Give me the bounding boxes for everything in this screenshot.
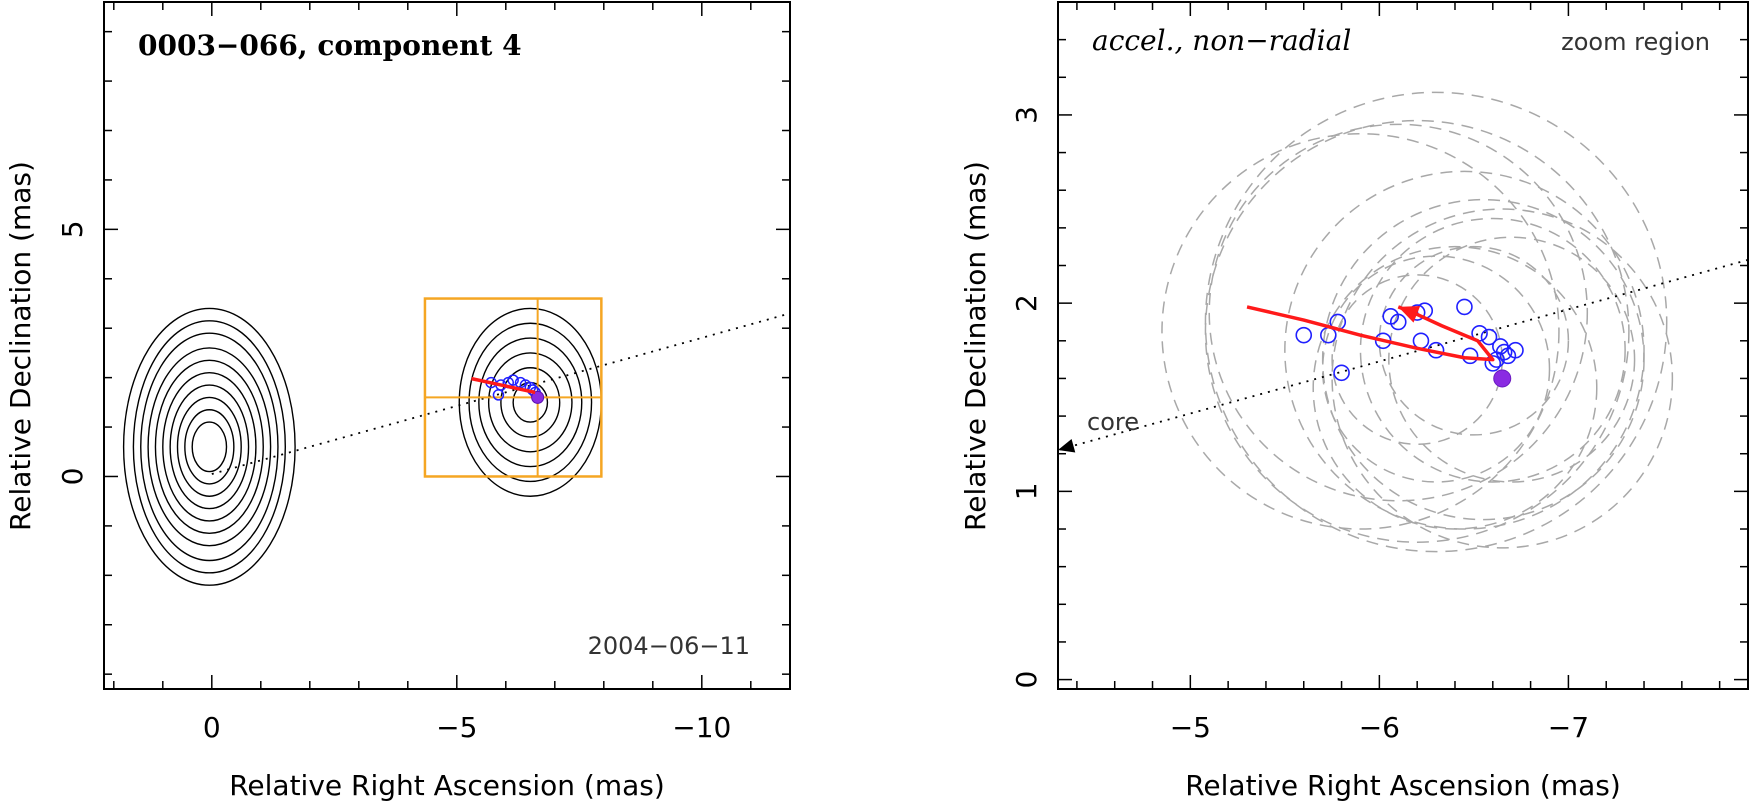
component-point: [1495, 343, 1513, 361]
right-x-tick-label: −7: [1548, 711, 1589, 744]
error-circle: [1321, 255, 1551, 483]
final-position-point: [1493, 369, 1512, 388]
right-x-tick-label: −5: [1170, 711, 1211, 744]
error-circle: [1359, 217, 1626, 483]
left-x-tick-label: 0: [203, 711, 221, 744]
component-point: [1484, 355, 1502, 372]
component-point: [507, 374, 519, 386]
contour-line: [500, 367, 561, 438]
error-circle: [1378, 245, 1570, 436]
error-circle: [1208, 123, 1589, 502]
left-ticks: 0 −5 −10 0 5: [56, 2, 790, 744]
contour-line: [140, 332, 279, 562]
component-point: [1507, 341, 1524, 359]
right-y-axis-label: Relative Declination (mas): [959, 161, 992, 531]
left-y-axis-label: Relative Declination (mas): [4, 161, 37, 531]
contour-line: [458, 307, 603, 497]
right-y-tick-label: 0: [1010, 671, 1043, 689]
right-y-tick-label: 1: [1010, 482, 1043, 500]
contour-line: [154, 359, 264, 535]
left-contours: [122, 307, 603, 586]
contour-line: [122, 307, 296, 586]
left-y-tick-label: 0: [56, 468, 89, 486]
right-y-tick-label: 3: [1010, 106, 1043, 124]
error-circle: [1284, 170, 1645, 530]
right-panel-title: accel., non−radial: [1092, 24, 1351, 57]
contour-line: [162, 371, 257, 522]
trajectory-line: [471, 376, 536, 395]
error-circle: [1161, 133, 1560, 530]
core-arrow-icon: [1058, 438, 1076, 453]
trajectory-arrow-icon: [1398, 305, 1421, 323]
contour-line: [169, 384, 250, 510]
left-panel-date: 2004−06−11: [588, 632, 750, 660]
left-y-tick-label: 5: [56, 220, 89, 238]
right-component-points: [1295, 298, 1524, 388]
component-point: [1456, 298, 1473, 316]
error-circle: [1312, 245, 1598, 530]
left-core-direction-line: [211, 312, 791, 475]
contour-line: [184, 409, 235, 485]
right-x-tick-label: −6: [1359, 711, 1400, 744]
core-label: core: [1087, 408, 1139, 436]
right-ticks: −5 −6 −7 0 1 2 3: [1010, 1, 1748, 744]
trajectory-line: [1246, 305, 1495, 362]
right-y-tick-label: 2: [1010, 294, 1043, 312]
contour-line: [191, 421, 228, 473]
error-circle: [1204, 119, 1630, 543]
component-point: [1295, 326, 1313, 344]
component-point: [1480, 328, 1498, 346]
left-panel: 0 −5 −10 0 5 0003−066, component 4 2004−06−1…: [4, 1, 791, 802]
component-point: [492, 389, 505, 401]
contour-line: [478, 337, 583, 468]
component-point: [1461, 347, 1479, 365]
left-x-tick-label: −5: [436, 711, 477, 744]
contour-line: [132, 320, 287, 574]
contour-line: [487, 352, 573, 453]
left-x-axis-label: Relative Right Ascension (mas): [229, 769, 665, 802]
left-plot-frame: [103, 1, 791, 690]
right-x-axis-label: Relative Right Ascension (mas): [1185, 769, 1621, 802]
left-trajectory: [471, 376, 536, 395]
right-plot-frame: [1057, 1, 1749, 690]
left-panel-title: 0003−066, component 4: [138, 29, 522, 62]
component-point: [1389, 313, 1407, 331]
error-circle: [1331, 208, 1674, 549]
contour-line: [176, 396, 242, 497]
component-point: [1412, 332, 1430, 350]
contour-line: [147, 347, 272, 547]
right-panel: −5 −6 −7 0 1 2 3 accel., non−radial zoom regio…: [959, 1, 1749, 802]
right-error-circles: [1161, 91, 1674, 553]
final-position-point: [531, 390, 545, 404]
zoom-box: [423, 297, 603, 478]
error-circle: [1204, 91, 1668, 553]
component-point: [1333, 364, 1350, 382]
error-circle: [1388, 236, 1636, 483]
left-x-tick-label: −10: [672, 711, 731, 744]
right-trajectory: [1246, 305, 1495, 362]
contour-line: [468, 322, 593, 483]
right-panel-annotation: zoom region: [1561, 28, 1710, 56]
